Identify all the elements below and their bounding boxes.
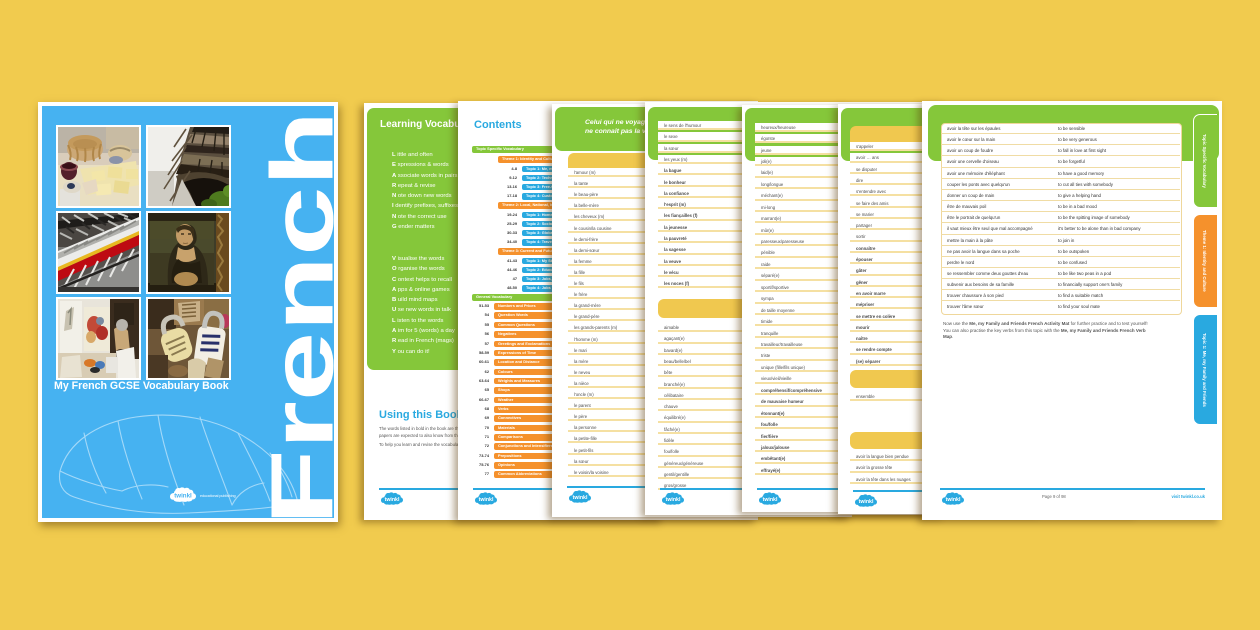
svg-text:twinkl: twinkl [385, 497, 400, 503]
svg-text:twinkl: twinkl [174, 493, 192, 500]
svg-text:twinkl: twinkl [573, 495, 588, 501]
svg-text:twinkl: twinkl [666, 497, 681, 503]
svg-text:twinkl: twinkl [859, 499, 874, 505]
svg-text:twinkl: twinkl [479, 497, 494, 503]
svg-text:twinkl: twinkl [763, 497, 778, 503]
svg-text:twinkl: twinkl [946, 497, 961, 503]
